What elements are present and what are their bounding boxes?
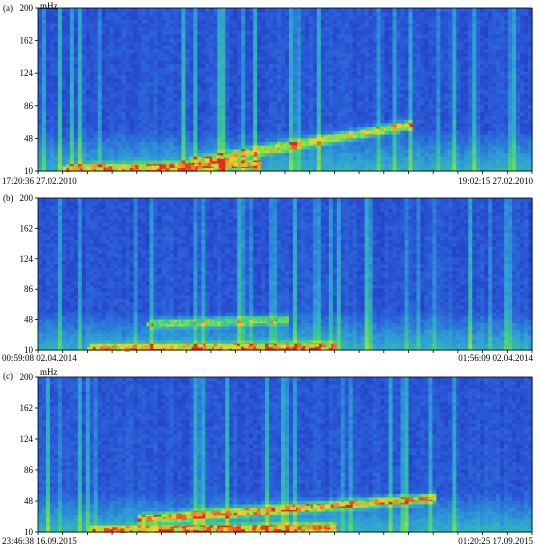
panel-label-c: (c)	[3, 371, 13, 381]
y-tick-label: 48	[24, 133, 34, 143]
time-start-b: 00:59:08 02.04.2014	[2, 353, 77, 363]
y-tick-label: 124	[20, 254, 34, 264]
spectrogram-panel-b: 200 162 124 86 48 10 (b) 00:59:08 02.04.2014 …	[0, 186, 539, 368]
y-tick-label: 124	[20, 434, 34, 444]
y-tick-label: 10	[24, 527, 34, 537]
y-tick-label: 124	[20, 68, 34, 78]
heatmap-cells	[38, 198, 533, 351]
band-1	[189, 123, 410, 164]
y-tick-label: 86	[24, 465, 34, 475]
y-tick-label: 48	[24, 315, 34, 325]
time-end-a: 19:02:15 27.02.2010	[458, 176, 533, 186]
y-tick-label: 86	[24, 101, 34, 111]
y-tick-label: 10	[24, 166, 34, 176]
spectrogram-b: 200 162 124 86 48 10	[20, 193, 533, 355]
y-tick-label: 200	[20, 3, 34, 13]
spectrogram-panel-a: 200 162 124 86 48 10 (a) mHz 17:20:36 27.02.2…	[0, 0, 539, 186]
band-1	[146, 316, 287, 328]
spectrogram-panel-c: 200 162 124 86 48 10 (c) mHz 23:46:38 16.09.2…	[0, 367, 539, 550]
time-end-b: 01:56:09 02.04.2014	[458, 353, 533, 363]
y-tick-label: 86	[24, 284, 34, 294]
panel-label-b: (b)	[3, 193, 14, 203]
y-tick-label: 162	[20, 36, 34, 46]
y-tick-label: 162	[20, 403, 34, 413]
y-tick-label: 48	[24, 496, 34, 506]
band-0	[87, 343, 332, 352]
unit-label-c: mHz	[40, 367, 58, 377]
heatmap-cells	[38, 8, 533, 172]
panel-label-a: (a)	[3, 3, 13, 13]
time-start-a: 17:20:36 27.02.2010	[2, 176, 77, 186]
spectrogram-a: 200 162 124 86 48 10	[20, 3, 533, 176]
band-1	[141, 496, 435, 522]
y-tick-label: 200	[20, 372, 34, 382]
time-end-c: 01:20:25 17.09.2015	[458, 536, 533, 546]
y-tick-label: 162	[20, 223, 34, 233]
y-tick-label: 10	[24, 345, 34, 355]
unit-label-a: mHz	[40, 1, 58, 11]
band-0	[62, 161, 262, 173]
spectrogram-c: 200 162 124 86 48 10	[20, 372, 533, 537]
y-tick-label: 200	[20, 193, 34, 203]
heatmap-cells	[38, 377, 533, 533]
band-0	[87, 524, 336, 534]
time-start-c: 23:46:38 16.09.2015	[2, 536, 77, 546]
